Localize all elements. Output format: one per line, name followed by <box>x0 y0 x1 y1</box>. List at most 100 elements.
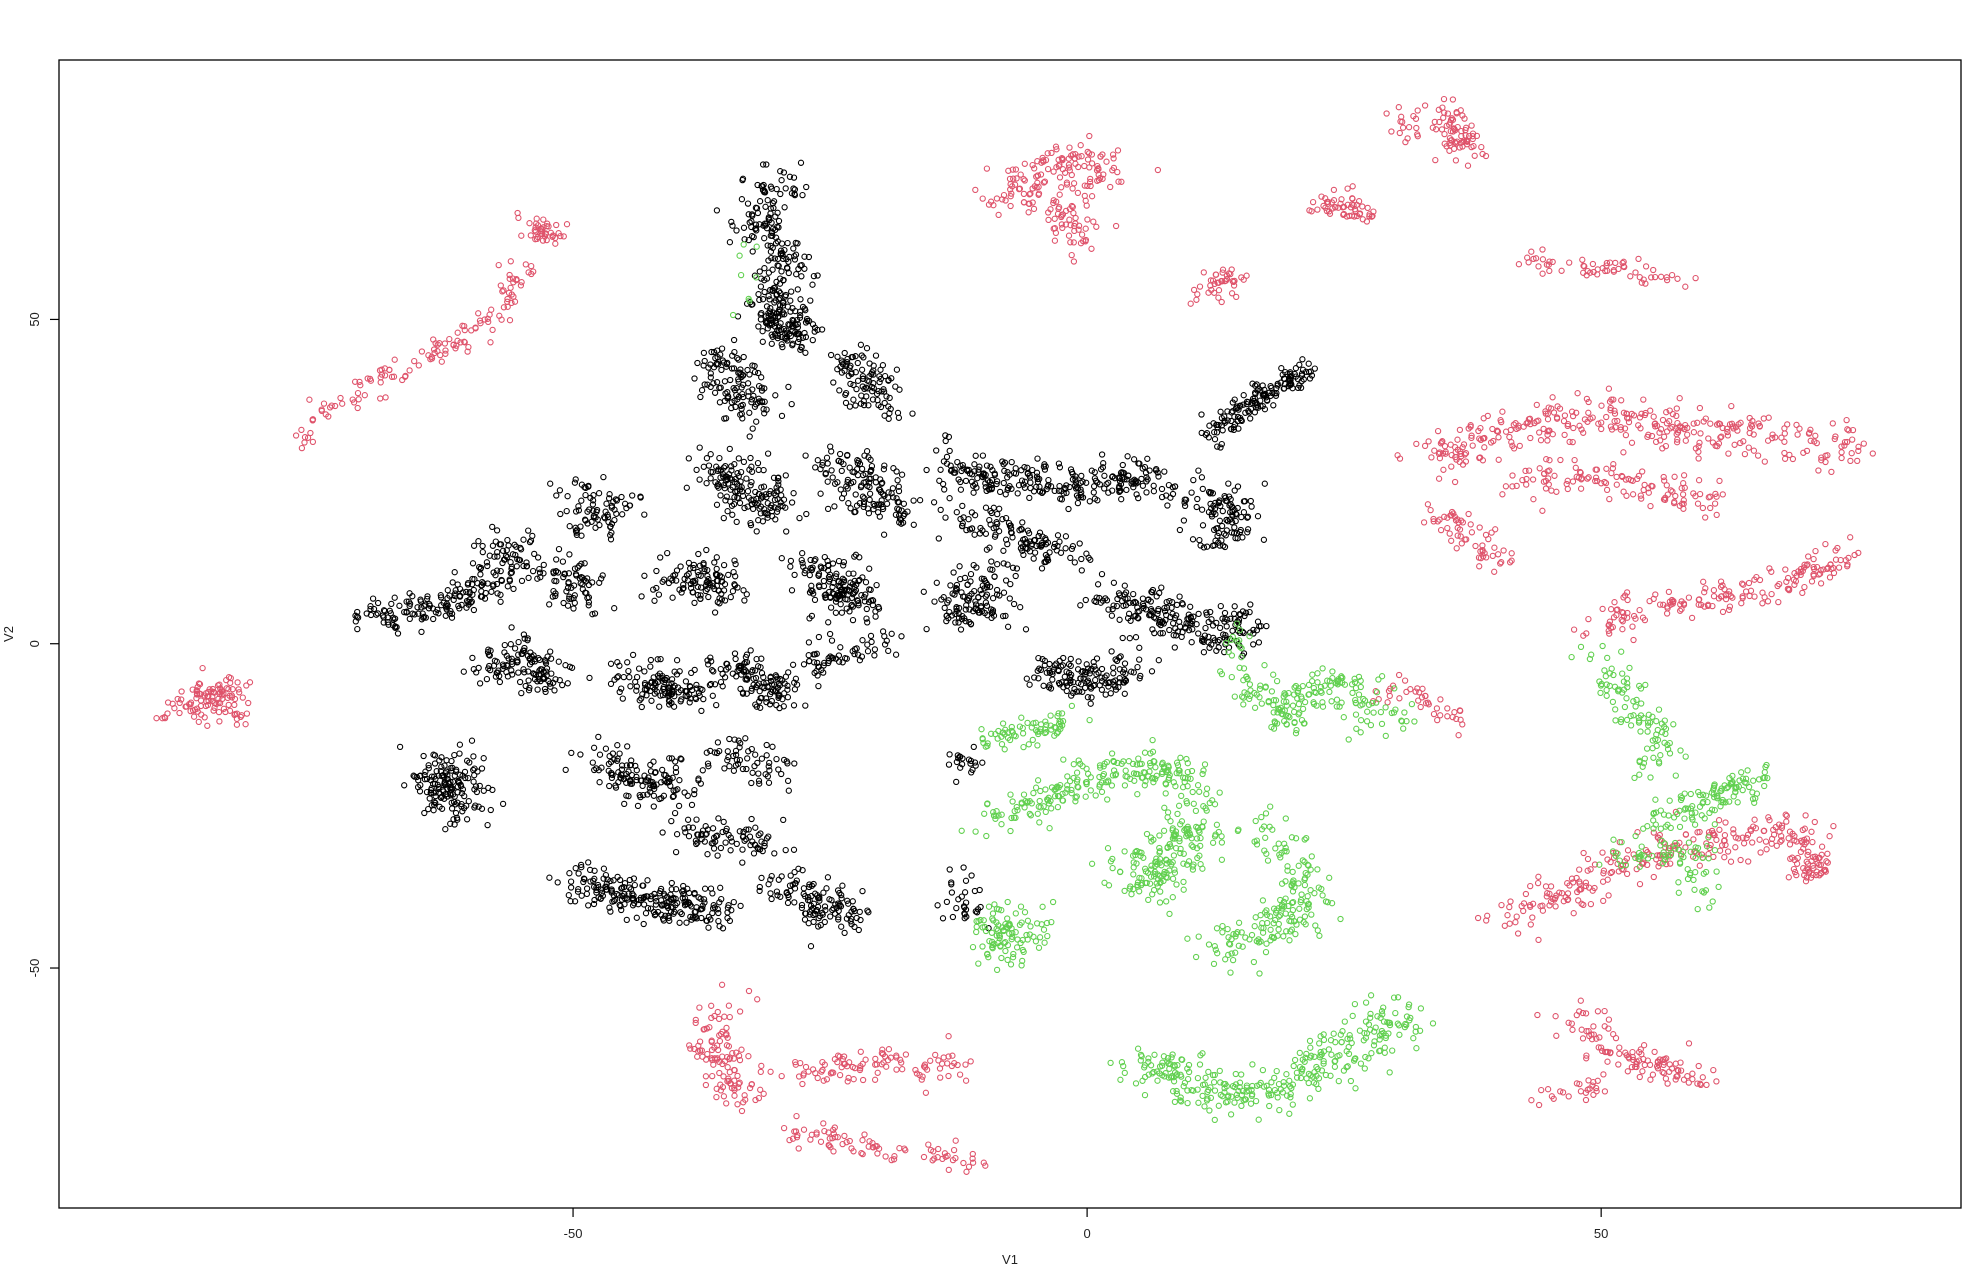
data-point <box>1021 464 1028 471</box>
data-point <box>1045 684 1053 691</box>
data-point <box>702 831 709 838</box>
data-point <box>1060 684 1067 691</box>
data-point <box>808 582 815 589</box>
data-point <box>763 161 770 168</box>
data-point <box>881 412 888 419</box>
data-point <box>454 329 461 336</box>
data-point <box>1584 475 1591 482</box>
data-point <box>797 312 804 319</box>
data-point <box>1098 674 1105 681</box>
data-point <box>606 904 613 911</box>
data-point <box>1019 519 1026 526</box>
data-point <box>456 605 463 612</box>
data-point <box>700 695 707 703</box>
data-point <box>844 451 851 459</box>
data-point <box>1156 589 1163 597</box>
data-point <box>892 383 899 390</box>
data-point <box>1135 494 1142 502</box>
data-point <box>741 668 748 675</box>
data-point <box>522 261 529 268</box>
data-point <box>489 523 496 531</box>
data-point <box>1166 626 1173 634</box>
data-point <box>1044 165 1052 173</box>
data-point <box>826 575 834 583</box>
data-point <box>1105 489 1112 496</box>
data-point <box>485 646 492 653</box>
data-point <box>767 183 775 190</box>
data-point <box>765 763 772 770</box>
data-point <box>1482 531 1490 539</box>
data-point <box>965 466 972 474</box>
data-point <box>582 491 589 499</box>
data-point <box>1848 450 1855 457</box>
data-point <box>930 499 938 506</box>
data-point <box>484 562 491 570</box>
data-point <box>1009 183 1016 190</box>
data-point <box>1143 474 1150 481</box>
data-point <box>233 721 241 728</box>
data-point <box>1050 199 1057 207</box>
data-point <box>1364 204 1371 212</box>
data-point <box>630 875 638 882</box>
data-point <box>595 767 602 774</box>
data-point <box>1074 666 1082 673</box>
data-point <box>798 344 805 351</box>
data-point <box>1237 611 1244 618</box>
data-point <box>743 690 750 697</box>
data-point <box>231 711 238 719</box>
data-point <box>475 803 482 810</box>
data-point <box>783 528 790 535</box>
data-point <box>864 641 871 648</box>
data-point <box>792 239 799 247</box>
data-point <box>972 598 979 605</box>
data-point <box>822 471 829 478</box>
data-point <box>504 295 511 303</box>
data-point <box>730 336 738 344</box>
data-point <box>1440 114 1447 121</box>
data-point <box>424 593 431 600</box>
data-point <box>1004 561 1011 568</box>
data-point <box>881 462 888 469</box>
data-point <box>782 673 790 680</box>
data-point <box>209 685 216 693</box>
data-point <box>764 325 771 332</box>
data-point <box>770 474 778 481</box>
data-point <box>825 619 832 626</box>
data-point <box>640 791 647 799</box>
data-point <box>1860 440 1867 447</box>
data-point <box>648 893 655 900</box>
data-point <box>1189 536 1197 543</box>
data-point <box>1299 366 1307 373</box>
data-point <box>1073 492 1081 499</box>
data-point <box>438 358 445 365</box>
data-point <box>717 884 724 891</box>
data-point <box>507 258 514 265</box>
data-point <box>1173 632 1180 639</box>
data-point <box>709 583 717 590</box>
data-point <box>806 589 814 596</box>
data-point <box>1059 662 1067 669</box>
data-point <box>618 493 625 501</box>
data-point <box>374 599 382 607</box>
data-point <box>670 684 677 691</box>
data-point <box>1849 436 1856 443</box>
data-point <box>697 592 704 599</box>
data-point <box>936 477 943 484</box>
data-point <box>852 491 859 498</box>
data-point <box>1194 495 1201 503</box>
data-point <box>748 687 755 695</box>
data-point <box>773 673 780 680</box>
data-point <box>707 370 714 377</box>
data-point <box>1546 457 1553 464</box>
data-point <box>984 477 992 484</box>
data-point <box>1682 283 1689 290</box>
data-point <box>704 851 711 858</box>
data-point <box>697 780 704 787</box>
data-point <box>826 571 834 578</box>
data-point <box>725 571 732 579</box>
data-point <box>855 926 862 934</box>
data-point <box>1093 223 1100 230</box>
data-point <box>227 674 234 682</box>
data-point <box>832 655 840 662</box>
data-point <box>1508 550 1515 557</box>
